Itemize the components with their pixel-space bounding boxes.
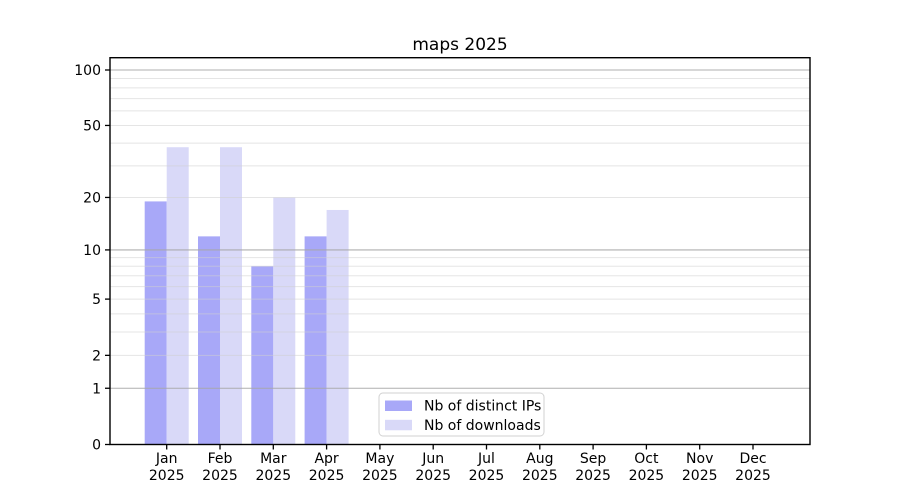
y-axis-labels-layer: 0 1 2 5 10 20 50 100 bbox=[74, 63, 101, 454]
x-tick-label-month-nov: Nov bbox=[686, 451, 713, 467]
legend-label-distinct-ips: Nb of distinct IPs bbox=[424, 399, 541, 415]
x-tick-label-month-jun: Jun bbox=[421, 451, 444, 467]
x-tick-label-month-oct: Oct bbox=[634, 451, 659, 467]
axes-spines-layer bbox=[109, 57, 811, 446]
x-tick-label-month-may: May bbox=[365, 451, 394, 467]
x-tick-label-year-jul: 2025 bbox=[469, 468, 505, 484]
legend: Nb of distinct IPs Nb of downloads bbox=[378, 392, 545, 437]
y-tick-label-100: 100 bbox=[74, 63, 101, 79]
y-tick-label-10: 10 bbox=[83, 243, 101, 259]
x-tick-label-year-nov: 2025 bbox=[682, 468, 718, 484]
plot-border bbox=[109, 57, 811, 446]
tick-marks-layer bbox=[105, 69, 754, 450]
x-tick-label-year-dec: 2025 bbox=[735, 468, 771, 484]
x-tick-label-year-sep: 2025 bbox=[575, 468, 611, 484]
legend-label-downloads: Nb of downloads bbox=[424, 418, 541, 434]
y-tick-label-50: 50 bbox=[83, 118, 101, 134]
x-tick-label-month-feb: Feb bbox=[208, 451, 233, 467]
x-tick-label-month-aug: Aug bbox=[526, 451, 553, 467]
x-tick-label-year-mar: 2025 bbox=[255, 468, 291, 484]
x-tick-label-month-sep: Sep bbox=[580, 451, 607, 467]
x-tick-label-year-may: 2025 bbox=[362, 468, 398, 484]
bars-layer bbox=[144, 147, 349, 445]
x-tick-label-month-mar: Mar bbox=[260, 451, 287, 467]
x-tick-label-year-jun: 2025 bbox=[415, 468, 451, 484]
x-tick-label-month-dec: Dec bbox=[739, 451, 766, 467]
y-tick-label-2: 2 bbox=[92, 348, 101, 364]
bar-downloads-jan bbox=[166, 147, 189, 445]
y-tick-label-0: 0 bbox=[92, 438, 101, 454]
x-axis-labels-layer: Jan2025Feb2025Mar2025Apr2025May2025Jun20… bbox=[149, 451, 771, 484]
legend-swatch-distinct-ips bbox=[385, 400, 412, 411]
bar-distinct-ips-jan bbox=[144, 201, 167, 445]
gridlines-layer bbox=[110, 69, 810, 389]
x-tick-label-year-oct: 2025 bbox=[629, 468, 665, 484]
legend-box bbox=[378, 392, 545, 437]
x-tick-label-year-feb: 2025 bbox=[202, 468, 238, 484]
y-tick-label-1: 1 bbox=[92, 381, 101, 397]
x-tick-label-month-apr: Apr bbox=[314, 451, 338, 467]
bar-downloads-feb bbox=[220, 147, 242, 445]
y-tick-label-5: 5 bbox=[92, 292, 101, 308]
bar-downloads-apr bbox=[326, 209, 349, 445]
x-tick-label-year-aug: 2025 bbox=[522, 468, 558, 484]
x-tick-label-month-jul: Jul bbox=[477, 451, 495, 467]
bar-distinct-ips-apr bbox=[304, 236, 327, 445]
y-tick-label-20: 20 bbox=[83, 190, 101, 206]
legend-swatch-downloads bbox=[385, 419, 412, 431]
x-tick-label-month-jan: Jan bbox=[155, 451, 178, 467]
bar-distinct-ips-feb bbox=[198, 236, 220, 445]
x-tick-label-year-apr: 2025 bbox=[309, 468, 345, 484]
bar-downloads-mar bbox=[273, 197, 296, 445]
chart-title: maps 2025 bbox=[412, 35, 507, 55]
x-tick-label-year-jan: 2025 bbox=[149, 468, 185, 484]
